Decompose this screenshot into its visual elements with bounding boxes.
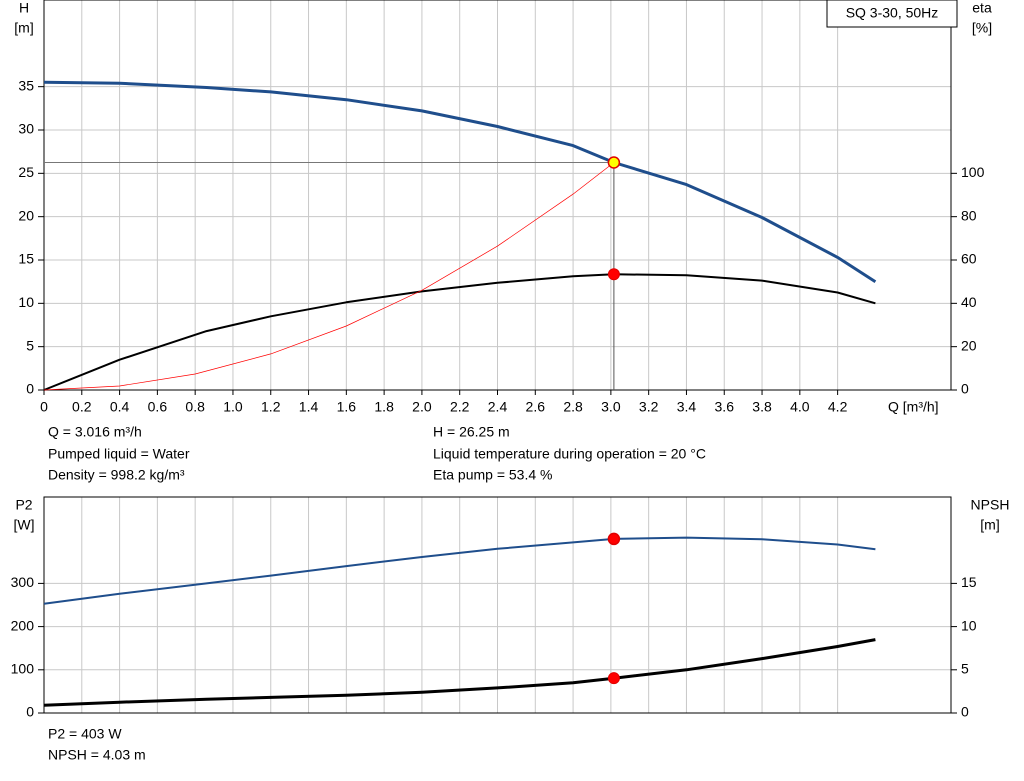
y2-axis-label: [%] xyxy=(972,20,992,36)
info-text: Pumped liquid = Water xyxy=(48,446,190,462)
y2-tick-label: 0 xyxy=(961,381,969,397)
x-tick-label: 0.6 xyxy=(148,399,168,415)
y-tick-label: 20 xyxy=(18,207,34,223)
x-tick-label: 2.2 xyxy=(450,399,470,415)
curve xyxy=(43,80,877,283)
y2-tick-label: 80 xyxy=(961,207,977,223)
x-tick-label: 0.8 xyxy=(185,399,205,415)
info-text: H = 26.25 m xyxy=(433,424,510,440)
info-text: Eta pump = 53.4 % xyxy=(433,467,552,483)
y2-tick-label: 40 xyxy=(961,294,977,310)
y2-tick-label: 20 xyxy=(961,337,977,353)
curve xyxy=(43,536,876,605)
y-tick-label: 35 xyxy=(18,77,34,93)
y2-tick-label: 15 xyxy=(961,574,977,590)
y2-tick-label: 100 xyxy=(961,164,985,180)
y-tick-label: 0 xyxy=(26,704,34,720)
curve xyxy=(43,638,876,707)
info-text: NPSH = 4.03 m xyxy=(48,747,146,763)
y-tick-label: 30 xyxy=(18,121,34,137)
x-tick-label: 1.2 xyxy=(261,399,281,415)
info-text: Density = 998.2 kg/m³ xyxy=(48,467,185,483)
plot-frame xyxy=(43,496,952,714)
y2-axis-label: [m] xyxy=(980,517,999,533)
x-tick-label: 1.0 xyxy=(223,399,243,415)
x-tick-label: 2.0 xyxy=(412,399,432,415)
x-tick-label: 3.4 xyxy=(677,399,697,415)
x-tick-label: 3.0 xyxy=(601,399,621,415)
y2-tick-label: 0 xyxy=(961,704,969,720)
y-tick-label: 5 xyxy=(26,337,34,353)
y-tick-label: 10 xyxy=(18,294,34,310)
operating-point xyxy=(607,672,620,685)
y2-tick-label: 10 xyxy=(961,617,977,633)
x-tick-label: 0.2 xyxy=(72,399,92,415)
y-axis-label: [W] xyxy=(14,517,35,533)
y-tick-label: 300 xyxy=(11,574,35,590)
y-tick-label: 100 xyxy=(11,661,35,677)
x-tick-label: 3.2 xyxy=(639,399,659,415)
x-tick-label: 3.8 xyxy=(752,399,772,415)
plot-frame xyxy=(43,0,952,391)
y-tick-label: 0 xyxy=(26,381,34,397)
y-tick-label: 15 xyxy=(18,251,34,267)
x-tick-label: 2.4 xyxy=(488,399,508,415)
info-text: Liquid temperature during operation = 20… xyxy=(433,446,706,462)
curve xyxy=(43,273,876,391)
title-box xyxy=(826,0,958,28)
y2-tick-label: 60 xyxy=(961,251,977,267)
operating-point xyxy=(607,156,621,169)
x-tick-label: 0 xyxy=(40,399,48,415)
x-tick-label: 4.0 xyxy=(790,399,810,415)
x-tick-label: 2.8 xyxy=(563,399,583,415)
y-axis-label: P2 xyxy=(15,497,32,513)
chart-title: SQ 3-30, 50Hz xyxy=(846,5,939,21)
x-tick-label: 1.8 xyxy=(374,399,394,415)
info-text: P2 = 403 W xyxy=(48,726,122,742)
x-tick-label: 1.4 xyxy=(299,399,319,415)
x-tick-label: 2.6 xyxy=(526,399,546,415)
operating-point xyxy=(607,268,620,281)
x-tick-label: 0.4 xyxy=(110,399,130,415)
info-text: Q = 3.016 m³/h xyxy=(48,424,142,440)
x-tick-label: 1.6 xyxy=(337,399,357,415)
x-tick-label: 3.6 xyxy=(715,399,735,415)
y2-tick-label: 5 xyxy=(961,661,969,677)
curve xyxy=(43,162,615,391)
x-tick-label: 4.2 xyxy=(828,399,848,415)
operating-point xyxy=(607,532,621,546)
y-tick-label: 25 xyxy=(18,164,34,180)
y2-axis-label: eta xyxy=(972,0,992,16)
y2-axis-label: NPSH xyxy=(971,497,1010,513)
y-axis-label: [m] xyxy=(14,20,33,36)
y-axis-label: H xyxy=(19,0,29,16)
x-axis-label: Q [m³/h] xyxy=(888,399,939,415)
y-tick-label: 200 xyxy=(11,617,35,633)
